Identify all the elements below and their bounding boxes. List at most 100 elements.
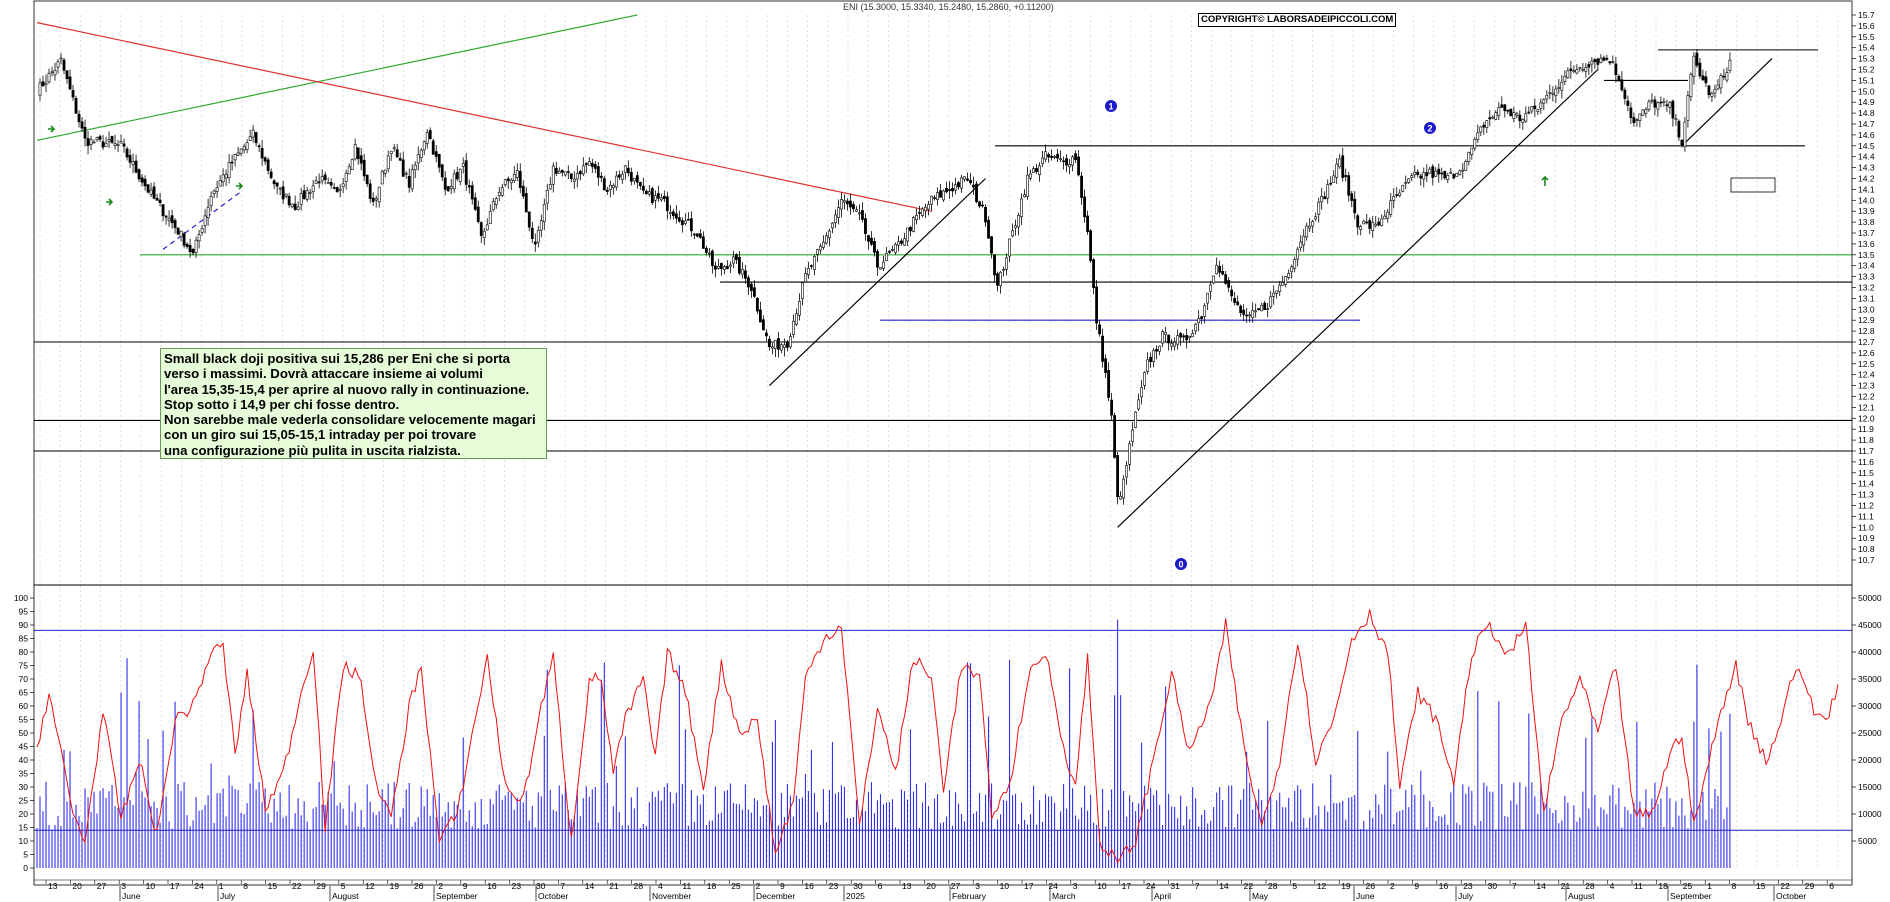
candle-body [101,141,105,148]
candle-body [389,150,393,154]
candle-body [1473,138,1477,149]
candle-body [191,249,195,254]
candle-body [1335,163,1339,178]
candle-body [605,189,609,192]
candle-body [1716,84,1720,90]
candle-body [1575,69,1579,74]
candle-body [68,76,72,90]
candle-body [488,211,492,225]
candle-body [122,143,126,147]
annotation-line: Non sarebbe male vederla consolidare vel… [164,412,536,428]
candle-body [828,230,831,239]
candle-body [1359,226,1363,230]
candle-body [62,59,66,71]
candle-body [668,212,672,214]
candle-body [1038,165,1041,175]
candle-body [245,142,249,150]
candle-body [774,339,777,349]
candle-body [987,219,990,239]
candle-body [1023,194,1026,198]
x-tick-label: 29 [316,881,326,891]
candle-body [897,241,900,246]
x-tick-label: 6 [1829,881,1834,891]
osc-tick-label: 100 [14,593,28,603]
y-tick-label: 12.8 [1858,326,1875,336]
candle-body [95,137,99,141]
candle-body [1266,308,1270,310]
candle-body [1677,120,1681,138]
candle-body [80,121,84,129]
candle-body [356,147,360,160]
candle-body [71,90,75,98]
candle-body [1329,182,1333,185]
candle-body [686,218,690,221]
candle-body [990,236,993,254]
candle-body [602,178,606,191]
candle-body [1497,107,1501,116]
candle-body [479,222,483,236]
volume-tick-label: 35000 [1858,674,1882,684]
candle-body [1371,222,1375,231]
candle-body [557,170,561,174]
candle-body [1506,109,1510,112]
candle-body [1374,223,1378,227]
candle-body [149,189,153,195]
candle-body [74,98,78,114]
candle-body [1284,276,1288,285]
candle-body [209,196,213,207]
candle-body [1563,75,1567,82]
candle-body [780,344,783,351]
candle-body [1722,75,1726,78]
osc-tick-label: 15 [19,823,29,833]
x-tick-label: 23 [1463,881,1473,891]
candle-body [1494,112,1498,120]
candle-body [533,241,537,245]
candle-body [470,185,474,200]
candle-body [497,191,501,196]
candle-body [1389,200,1393,215]
candle-body [954,184,957,191]
x-tick-label: 18 [1658,881,1668,891]
annotation-line: Small black doji positiva sui 15,286 per… [164,351,510,366]
candle-body [840,199,843,210]
y-tick-label: 12.0 [1858,413,1875,423]
candle-body [257,145,261,148]
candle-body [569,173,573,179]
candle-body [260,148,264,159]
candle-body [707,252,711,255]
candle-body [810,265,813,267]
osc-tick-label: 35 [19,769,29,779]
x-tick-label: 24 [1048,881,1058,891]
candle-body [966,178,969,181]
candle-body [972,184,975,188]
candle-body [1215,264,1219,275]
candle-body [1149,356,1153,363]
candle-body [1332,175,1336,183]
wave-label: 1 [1108,102,1113,112]
candle-body [891,249,894,251]
osc-tick-label: 40 [19,755,29,765]
candle-body [350,159,354,170]
candle-body [185,243,189,247]
candle-body [792,320,795,335]
candle-body [281,186,285,200]
candle-body [560,169,564,173]
x-tick-label: 23 [512,881,522,891]
candle-body [41,81,45,87]
candle-body [873,241,876,253]
candle-body [179,230,183,238]
candle-body [656,193,660,199]
candle-body [170,215,174,224]
candle-body [431,140,435,155]
y-tick-label: 13.8 [1858,217,1875,227]
candle-body [807,267,810,275]
osc-tick-label: 95 [19,607,29,617]
candle-body [518,171,522,188]
candle-body [1629,107,1633,119]
candle-body [834,214,837,224]
wave-marker [1175,558,1187,570]
x-tick-label: 30 [536,881,546,891]
candle-body [275,182,279,187]
osc-tick-label: 45 [19,742,29,752]
candle-body [1122,478,1126,499]
